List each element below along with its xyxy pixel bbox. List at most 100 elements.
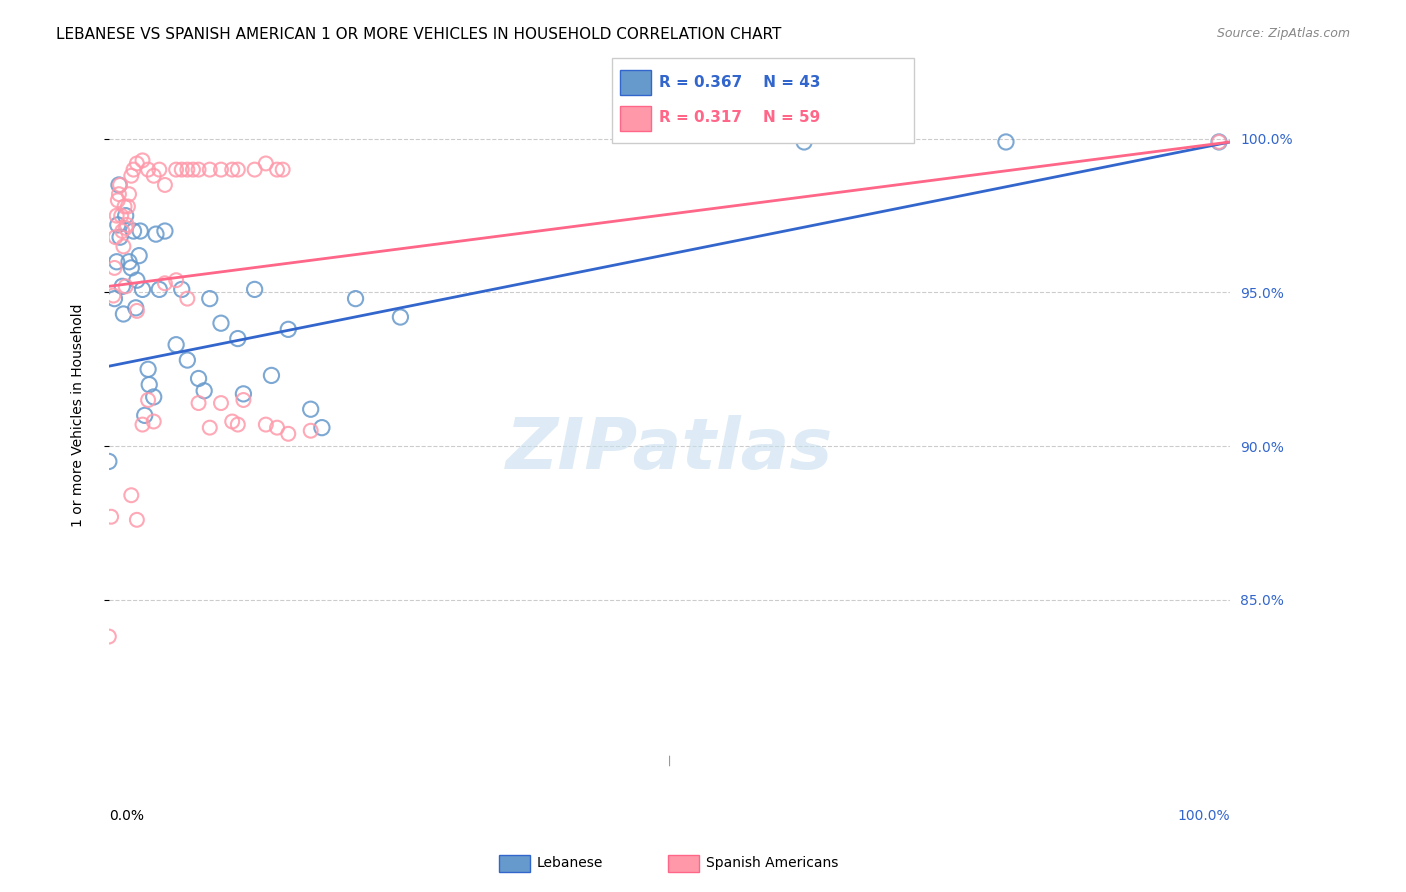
Point	[114, 199, 136, 213]
Text: 0.0%: 0.0%	[108, 808, 143, 822]
Point	[136, 392, 159, 407]
Point	[389, 310, 412, 324]
Point	[193, 384, 215, 398]
Point	[120, 169, 142, 183]
Point	[108, 230, 131, 244]
Text: Lebanese: Lebanese	[537, 856, 603, 871]
Point	[114, 209, 136, 223]
Point	[176, 292, 198, 306]
Point	[793, 135, 815, 149]
Point	[142, 390, 165, 404]
Point	[120, 260, 142, 275]
Point	[198, 162, 221, 177]
Point	[114, 279, 136, 293]
Point	[994, 135, 1017, 149]
Point	[277, 322, 299, 336]
Point	[209, 162, 232, 177]
Point	[187, 371, 209, 385]
Text: R = 0.367    N = 43: R = 0.367 N = 43	[659, 75, 821, 89]
Text: LEBANESE VS SPANISH AMERICAN 1 OR MORE VEHICLES IN HOUSEHOLD CORRELATION CHART: LEBANESE VS SPANISH AMERICAN 1 OR MORE V…	[56, 27, 782, 42]
Point	[170, 162, 193, 177]
Point	[153, 224, 176, 238]
Point	[131, 417, 153, 432]
Point	[232, 392, 254, 407]
Point	[260, 368, 283, 383]
Point	[105, 254, 128, 268]
Point	[1208, 135, 1230, 149]
Point	[122, 224, 145, 238]
Point	[176, 162, 198, 177]
Point	[299, 424, 322, 438]
Point	[226, 332, 249, 346]
Point	[103, 260, 125, 275]
Point	[112, 239, 135, 253]
Point	[221, 415, 243, 429]
Point	[153, 178, 176, 192]
Point	[142, 169, 165, 183]
Point	[118, 254, 141, 268]
Point	[148, 162, 170, 177]
Point	[105, 209, 128, 223]
Point	[125, 304, 148, 318]
Y-axis label: 1 or more Vehicles in Household: 1 or more Vehicles in Household	[72, 303, 86, 527]
Point	[97, 454, 120, 468]
Point	[108, 178, 131, 192]
Text: Spanish Americans: Spanish Americans	[706, 856, 838, 871]
Point	[103, 288, 125, 302]
Point	[170, 282, 193, 296]
Point	[266, 162, 288, 177]
Point	[232, 387, 254, 401]
Point	[271, 162, 294, 177]
Point	[97, 630, 120, 644]
Point	[1208, 135, 1230, 149]
Point	[266, 420, 288, 434]
Point	[187, 162, 209, 177]
Point	[198, 420, 221, 434]
Point	[165, 337, 187, 351]
Point	[148, 282, 170, 296]
Point	[344, 292, 367, 306]
Point	[125, 273, 148, 287]
Point	[108, 187, 131, 202]
Point	[110, 209, 132, 223]
Point	[221, 162, 243, 177]
Point	[136, 362, 159, 376]
Point	[107, 194, 129, 208]
Point	[115, 218, 138, 232]
Point	[122, 162, 145, 177]
Point	[118, 187, 141, 202]
Text: R = 0.317    N = 59: R = 0.317 N = 59	[659, 111, 821, 125]
Point	[134, 409, 156, 423]
Point	[243, 282, 266, 296]
Point	[277, 426, 299, 441]
Point	[117, 199, 139, 213]
Point	[129, 224, 152, 238]
Point	[254, 417, 277, 432]
Point	[100, 509, 122, 524]
Point	[131, 282, 153, 296]
Point	[209, 316, 232, 330]
Point	[254, 156, 277, 170]
Point	[138, 377, 160, 392]
Point	[187, 396, 209, 410]
Point	[103, 292, 125, 306]
Point	[165, 273, 187, 287]
Point	[120, 488, 142, 502]
Point	[311, 420, 333, 434]
Point	[153, 277, 176, 291]
Text: 100.0%: 100.0%	[1178, 808, 1230, 822]
Point	[165, 162, 187, 177]
Point	[104, 230, 127, 244]
Point	[111, 279, 134, 293]
Point	[136, 162, 159, 177]
Point	[209, 396, 232, 410]
Point	[112, 307, 135, 321]
Point	[114, 221, 136, 235]
Point	[125, 156, 148, 170]
Point	[145, 227, 167, 241]
Point	[111, 224, 134, 238]
Point	[131, 153, 153, 168]
Text: Source: ZipAtlas.com: Source: ZipAtlas.com	[1216, 27, 1350, 40]
Point	[243, 162, 266, 177]
Text: ZIPatlas: ZIPatlas	[506, 415, 834, 483]
